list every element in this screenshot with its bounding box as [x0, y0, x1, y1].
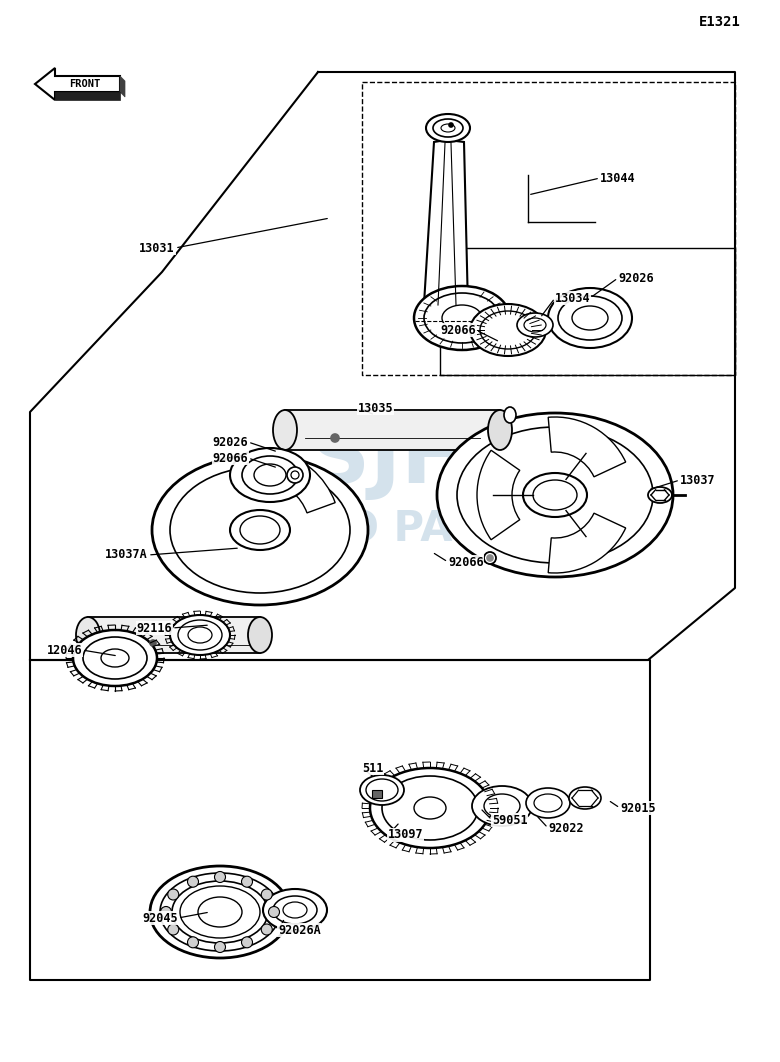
Text: SJH: SJH: [310, 419, 470, 500]
Ellipse shape: [504, 407, 516, 423]
Ellipse shape: [488, 410, 512, 450]
Text: 13037A: 13037A: [105, 548, 148, 562]
Polygon shape: [88, 617, 260, 653]
Circle shape: [150, 640, 156, 646]
Polygon shape: [372, 790, 382, 798]
Circle shape: [168, 924, 179, 935]
Text: 92026: 92026: [618, 272, 654, 285]
Text: 92066: 92066: [212, 451, 248, 464]
Circle shape: [331, 434, 339, 442]
Circle shape: [487, 555, 493, 561]
Ellipse shape: [472, 786, 532, 826]
Text: 13097: 13097: [388, 828, 424, 841]
Ellipse shape: [470, 304, 546, 356]
Text: 59051: 59051: [492, 813, 527, 826]
Circle shape: [287, 467, 303, 483]
Ellipse shape: [426, 114, 470, 142]
Text: 92116: 92116: [136, 621, 172, 634]
Circle shape: [187, 937, 198, 947]
Ellipse shape: [526, 788, 570, 818]
Ellipse shape: [150, 866, 290, 958]
Text: 13035: 13035: [358, 401, 394, 414]
Text: 92066: 92066: [441, 324, 476, 337]
Ellipse shape: [437, 413, 673, 577]
Text: MOTO PARTS: MOTO PARTS: [239, 509, 541, 551]
Text: 12046: 12046: [46, 644, 82, 656]
Circle shape: [242, 876, 253, 887]
Ellipse shape: [523, 473, 587, 517]
Wedge shape: [548, 513, 626, 573]
Polygon shape: [424, 141, 468, 316]
Circle shape: [268, 907, 279, 918]
Ellipse shape: [230, 448, 310, 502]
Ellipse shape: [263, 889, 327, 931]
Circle shape: [261, 924, 272, 935]
Text: 92066: 92066: [448, 555, 484, 568]
Circle shape: [215, 942, 225, 953]
Wedge shape: [548, 417, 626, 477]
Wedge shape: [477, 450, 519, 539]
Wedge shape: [268, 451, 335, 513]
Text: 13031: 13031: [140, 241, 175, 255]
Text: 92022: 92022: [548, 822, 583, 835]
Ellipse shape: [548, 288, 632, 348]
Circle shape: [242, 937, 253, 947]
Text: 511: 511: [362, 761, 384, 774]
Ellipse shape: [73, 630, 157, 686]
Text: 92026: 92026: [212, 435, 248, 448]
Circle shape: [161, 907, 172, 918]
Ellipse shape: [170, 615, 230, 655]
Ellipse shape: [517, 313, 553, 337]
Ellipse shape: [569, 787, 601, 809]
Polygon shape: [120, 76, 125, 97]
Circle shape: [484, 552, 496, 564]
Text: E1321: E1321: [699, 15, 741, 29]
Ellipse shape: [360, 775, 404, 805]
Ellipse shape: [152, 455, 368, 605]
Ellipse shape: [76, 617, 100, 653]
Ellipse shape: [414, 286, 510, 350]
Ellipse shape: [648, 487, 672, 503]
Circle shape: [168, 889, 179, 900]
Text: 13037: 13037: [680, 474, 715, 486]
Circle shape: [449, 123, 453, 127]
Text: 92015: 92015: [620, 802, 656, 815]
Ellipse shape: [248, 617, 272, 653]
Circle shape: [215, 872, 225, 883]
Ellipse shape: [370, 768, 490, 847]
Polygon shape: [285, 410, 500, 450]
Text: 13034: 13034: [555, 291, 590, 305]
Circle shape: [261, 889, 272, 900]
Ellipse shape: [273, 410, 297, 450]
Text: 92026A: 92026A: [278, 924, 321, 937]
Text: FRONT: FRONT: [69, 79, 101, 89]
Polygon shape: [35, 68, 120, 100]
Ellipse shape: [230, 510, 290, 550]
Circle shape: [187, 876, 198, 887]
Polygon shape: [55, 92, 120, 100]
Text: 92045: 92045: [143, 911, 178, 925]
Text: 13044: 13044: [600, 171, 636, 185]
